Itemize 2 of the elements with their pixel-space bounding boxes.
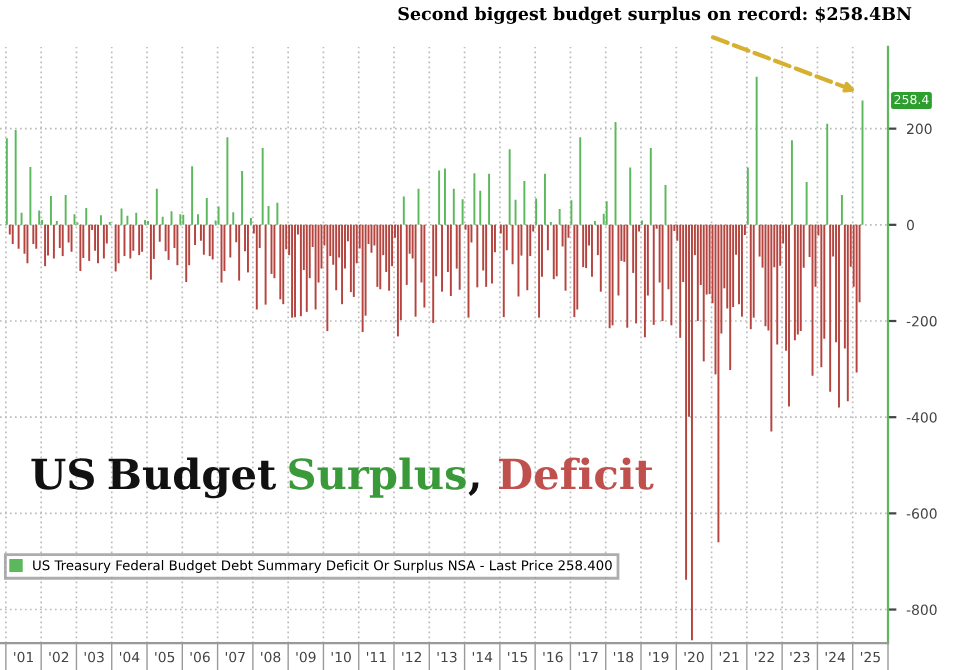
text: US Budget Surplus, Deficit [31, 457, 654, 499]
annotation: Second biggest budget surplus on record: $258.4BN [398, 6, 912, 24]
